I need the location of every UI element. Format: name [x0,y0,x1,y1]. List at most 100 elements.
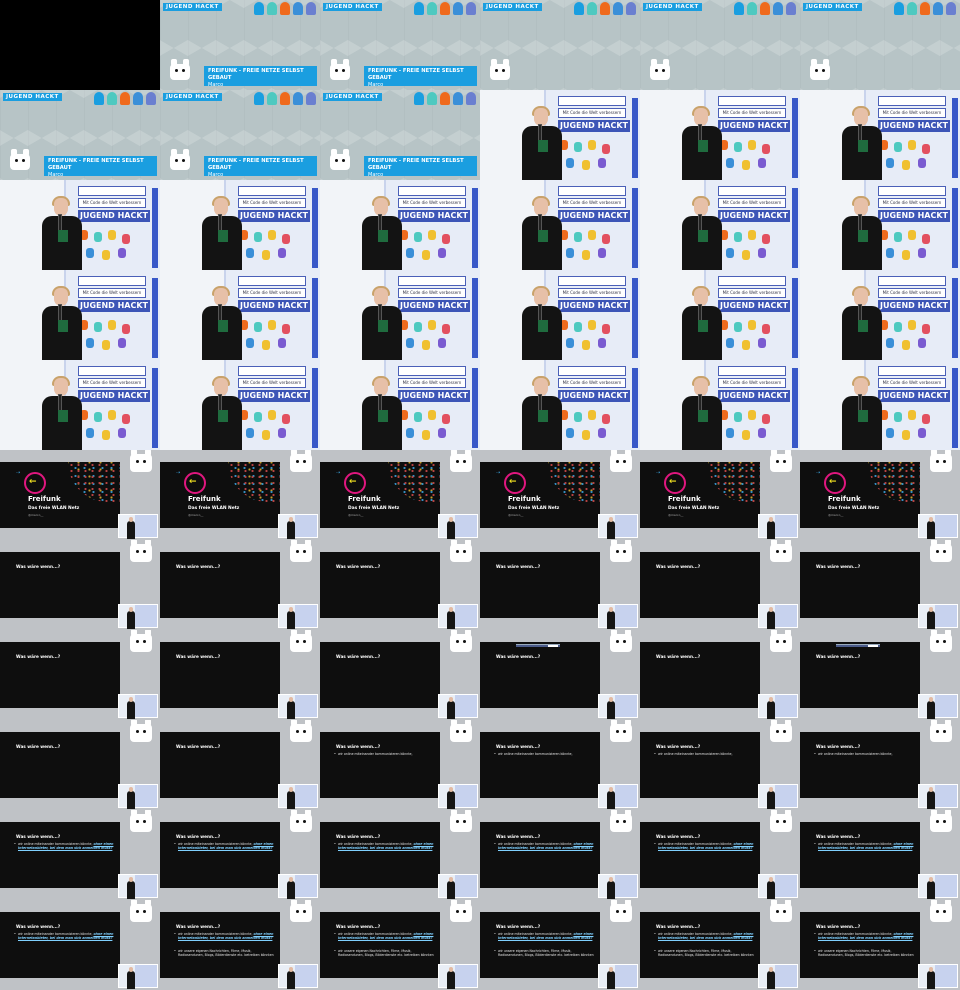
slide-frame: Was wäre wenn...? wir online miteinander … [0,810,160,900]
title-card-frame: JUGEND HACKT FREIFUNK - FREIE NETZE SELB… [640,0,800,90]
slide-frame: Was wäre wenn...? wir online miteinander … [160,810,320,900]
speaker-figure [680,286,724,360]
slide-frame: Was wäre wenn...? [160,720,320,810]
freifunk-logo-ring [184,472,206,494]
slide-heading: Freifunk [668,495,701,503]
slide-heading: Was wäre wenn...? [816,744,861,749]
poster-robot-icon [762,324,770,334]
poster-robot-icon [86,428,94,438]
robot-icons [254,2,316,15]
poster-slogan: Mit Code die Welt verbessern [878,378,946,388]
robot-icon [440,2,450,15]
slide-heading: Was wäre wenn...? [176,834,221,839]
robot-icons [414,2,476,15]
presentation-slide: Was wäre wenn...? wir online miteinander … [480,822,600,888]
slide-heading: Was wäre wenn...? [16,924,61,929]
poster-robot-icon [918,158,926,168]
stage-frame: Mit Code die Welt verbessern JUGEND HACK… [800,270,960,360]
poster-robot-icon [574,322,582,332]
poster-slogan: Mit Code die Welt verbessern [398,378,466,388]
slide-frame: Was wäre wenn...? [160,540,320,630]
poster-robot-icon [758,428,766,438]
mascot-icon [130,900,152,922]
slide-frame: Was wäre wenn...? wir online miteinander … [800,720,960,810]
poster-robot-icon [282,324,290,334]
arrow-left-icon: ← [669,477,677,487]
poster-robot-icon [282,414,290,424]
mascot-icon [930,630,952,652]
slide-author: @marco__ [348,513,364,517]
stage-frame: Mit Code die Welt verbessern JUGEND HACK… [800,360,960,450]
arrow-left-icon: ← [189,477,197,487]
browser-bar [836,644,880,647]
slide-frame: Was wäre wenn...? wir online miteinander … [0,900,160,990]
slide-subheading: Das freie WLAN Netz [508,506,560,511]
slide-bullet: wir online miteinander kommunizieren kön… [174,842,274,850]
poster-robot-icon [902,160,910,170]
poster-strip [558,366,626,376]
presentation-slide: Was wäre wenn...? wir online miteinander … [800,732,920,798]
robot-icon [414,2,424,15]
slide-frame: Was wäre wenn...? [640,630,800,720]
slide-frame: Was wäre wenn...? [320,630,480,720]
mascot-icon [450,810,472,832]
mascot-icon [610,900,632,922]
mascot-icon [130,810,152,832]
mascot-icon [290,630,312,652]
stage-frame: Mit Code die Welt verbessern JUGEND HACK… [480,270,640,360]
mascot-icon [130,450,152,472]
robot-icon [120,92,130,105]
freifunk-logo-ring [824,472,846,494]
poster-robot-icon [262,340,270,350]
robot-icon [946,2,956,15]
feed-icon: ⇢ [656,470,661,476]
speaker-pip-thumbnail [758,964,798,989]
poster-robot-icon [582,430,590,440]
slide-frame: Was wäre wenn...? [480,630,640,720]
mascot-icon [170,149,190,170]
mascot-icon [450,720,472,742]
robot-icon [94,92,104,105]
speaker-figure [840,106,884,180]
slide-heading: Was wäre wenn...? [656,564,701,569]
poster-strip [718,186,786,196]
poster-robot-icon [268,230,276,240]
poster-robot-icon [574,142,582,152]
stage-frame: Mit Code die Welt verbessern JUGEND HACK… [160,270,320,360]
mascot-icon [130,720,152,742]
robot-icon [306,2,316,15]
poster-robot-icon [414,322,422,332]
poster-robot-icon [406,338,414,348]
poster-robot-icon [602,234,610,244]
poster-slogan: Mit Code die Welt verbessern [718,108,786,118]
poster-logo: JUGEND HACKT [878,300,950,312]
robot-icon [773,2,783,15]
slide-frame: ← ⇢ Freifunk Das freie WLAN Netz @marco__ [800,450,960,540]
robot-icon [907,2,917,15]
robot-icon [466,92,476,105]
starfield-graphic [548,462,600,502]
poster-robot-icon [400,230,408,240]
freifunk-logo-ring [504,472,526,494]
poster-robot-icon [726,248,734,258]
poster-slogan: Mit Code die Welt verbessern [558,378,626,388]
mascot-icon [290,450,312,472]
speaker-pip-thumbnail [598,874,638,899]
slide-frame: Was wäre wenn...? [480,540,640,630]
robot-icon [466,2,476,15]
poster-side-bar [472,368,478,448]
poster-logo: JUGEND HACKT [398,390,470,402]
poster-robot-icon [918,428,926,438]
presentation-slide: Was wäre wenn...? [640,552,760,618]
speaker-pip-thumbnail [118,514,158,539]
slide-author: @marco__ [668,513,684,517]
speaker-figure [40,196,84,270]
poster-strip [558,186,626,196]
speaker-name: Marco [208,81,224,88]
robot-icons [574,2,636,15]
poster-robot-icon [566,338,574,348]
jugend-hackt-logo: JUGEND HACKT [803,3,862,11]
presentation-slide: Was wäre wenn...? [320,642,440,708]
poster-robot-icon [922,234,930,244]
talk-banner: FREIFUNK - FREIE NETZE SELBST GEBAUT Mar… [364,66,477,88]
